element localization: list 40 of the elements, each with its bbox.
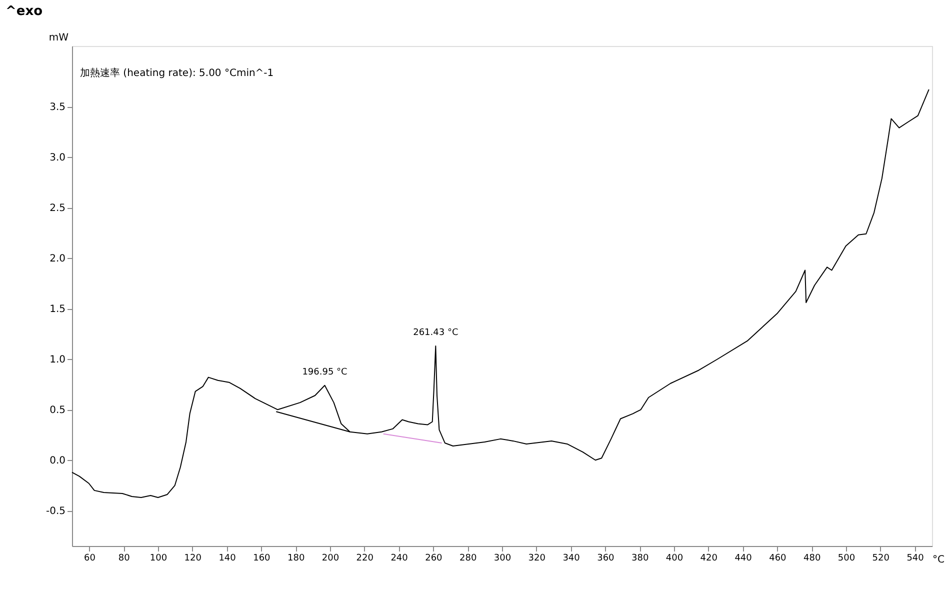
x-tick-label: 200 — [322, 554, 340, 564]
x-tick-label: 400 — [666, 554, 684, 564]
x-tick-label: 280 — [460, 554, 477, 564]
x-tick-label: 520 — [872, 554, 890, 564]
x-tick-label: 240 — [390, 554, 408, 564]
x-axis-title: °C — [932, 554, 945, 566]
x-tick-label: 120 — [184, 554, 202, 564]
x-tick-label: 300 — [494, 554, 512, 564]
x-tick-label: 480 — [804, 554, 821, 564]
x-tick-label: 540 — [906, 554, 924, 564]
y-tick-label: -0.5 — [46, 506, 66, 518]
x-tick-label: 360 — [597, 554, 615, 564]
x-tick-label: 440 — [734, 554, 752, 564]
x-tick-label: 140 — [218, 554, 236, 564]
x-tick-label: 340 — [562, 554, 580, 564]
y-tick-label: 3.0 — [50, 152, 66, 164]
x-tick-label: 420 — [700, 554, 718, 564]
x-tick-label: 220 — [356, 554, 374, 564]
annotation: 196.95 °C — [302, 367, 348, 378]
x-tick-label: 160 — [253, 554, 271, 564]
x-tick-label: 500 — [838, 554, 856, 564]
x-tick-label: 460 — [769, 554, 787, 564]
y-tick-label: 0.5 — [50, 405, 66, 416]
x-tick-label: 100 — [150, 554, 168, 564]
y-axis-title: mW — [48, 32, 69, 44]
annotation: 加熱速率 (heating rate): 5.00 °Cmin^-1 — [80, 67, 274, 79]
y-tick-label: 1.0 — [50, 354, 66, 366]
y-tick-label: 0.0 — [50, 456, 66, 467]
x-tick-label: 260 — [425, 554, 443, 564]
y-tick-label: 3.5 — [50, 102, 66, 114]
x-tick-label: 60 — [84, 554, 96, 564]
chart-title: ^exo — [5, 4, 43, 19]
x-tick-label: 80 — [118, 554, 130, 564]
x-tick-label: 320 — [528, 554, 546, 564]
y-tick-label: 1.5 — [50, 304, 66, 316]
x-tick-label: 380 — [632, 554, 649, 564]
y-tick-label: 2.0 — [50, 254, 66, 265]
y-tick-label: 2.5 — [50, 203, 66, 214]
annotation: 261.43 °C — [413, 328, 458, 338]
x-tick-label: 180 — [288, 554, 305, 564]
